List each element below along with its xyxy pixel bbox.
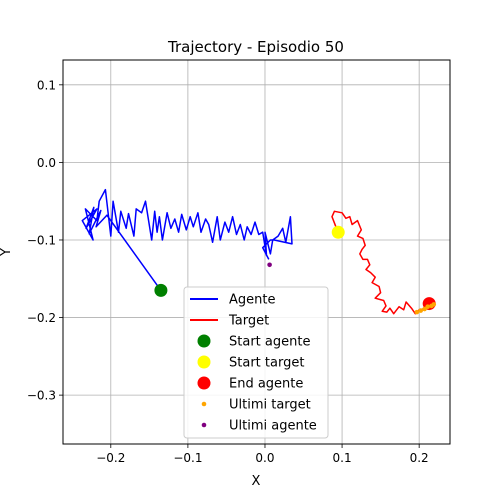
legend-label: Ultimi agente	[229, 419, 317, 434]
legend-dot-swatch	[201, 401, 207, 407]
legend: Agente Target Start agente Start target End …	[183, 286, 329, 439]
ultimi-target-point	[425, 304, 430, 309]
ultimi-target-point	[414, 309, 420, 315]
y-axis-label: Y	[0, 248, 14, 257]
x-tick-label: 0.0	[255, 451, 274, 465]
start-agente-marker	[154, 283, 168, 297]
agente-trajectory-line	[81, 188, 293, 291]
legend-box	[183, 286, 329, 439]
y-tick-label: −0.1	[27, 233, 56, 247]
y-tick-label: 0.0	[37, 156, 56, 170]
y-tick-label: −0.3	[27, 389, 56, 403]
legend-label: Agente	[229, 293, 275, 308]
y-tick-label: −0.2	[27, 311, 56, 325]
y-tick-label: 0.1	[37, 78, 56, 92]
legend-dot-swatch	[201, 422, 207, 428]
target-trajectory-line	[331, 210, 430, 315]
ultimi-target-point	[418, 308, 424, 313]
plot-frame	[62, 59, 451, 445]
x-tick-label: 0.2	[410, 451, 429, 465]
legend-label: End agente	[229, 377, 303, 392]
x-tick-label: −0.1	[173, 451, 202, 465]
plot-series	[81, 188, 437, 315]
legend-dot-swatch	[197, 355, 211, 369]
legend-dot-swatch	[197, 376, 211, 390]
start-target-marker	[331, 225, 345, 239]
axis-ticks: −0.2 −0.1 0.0 0.1 0.2 0.1 0.0 −0.1 −0.2 −0.3	[27, 78, 429, 465]
ultimi-agente-point	[267, 262, 272, 268]
legend-label: Target	[228, 314, 269, 329]
legend-label: Start agente	[229, 335, 310, 350]
chart-title: Trajectory - Episodio 50	[167, 38, 344, 56]
legend-dot-swatch	[197, 334, 211, 348]
x-tick-label: 0.1	[333, 451, 352, 465]
x-axis-label: X	[252, 474, 261, 489]
x-tick-label: −0.2	[96, 451, 125, 465]
ultimi-target-point	[431, 302, 437, 307]
legend-label: Start target	[229, 356, 304, 371]
legend-label: Ultimi target	[229, 398, 311, 413]
